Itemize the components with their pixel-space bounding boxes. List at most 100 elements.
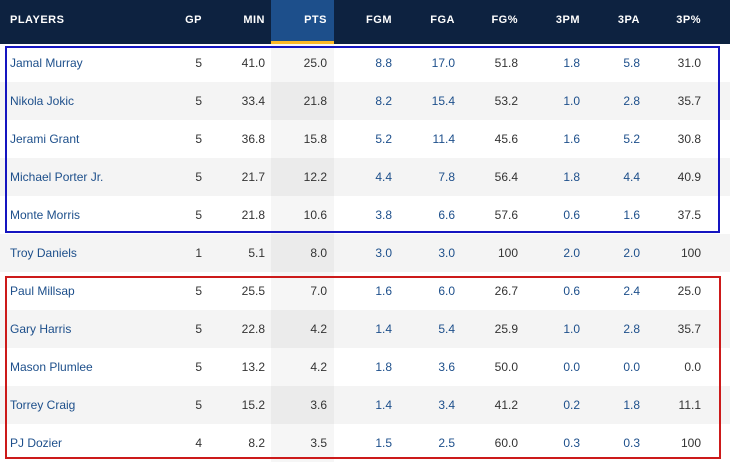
bench-highlight-box <box>5 276 721 459</box>
cell-fga: 2.5 <box>438 436 455 450</box>
cell-3p-pct: 100 <box>680 436 701 450</box>
cell-fgm: 3.0 <box>375 246 392 260</box>
cell-3pm: 0.0 <box>563 360 580 374</box>
cell-fg-pct: 41.2 <box>494 398 518 412</box>
sorted-column-highlight <box>271 0 334 41</box>
cell-fga: 3.0 <box>438 246 455 260</box>
cell-fgm: 1.6 <box>375 284 392 298</box>
cell-fga: 17.0 <box>431 56 455 70</box>
player-name-link[interactable]: Torrey Craig <box>10 398 76 412</box>
cell-fg-pct: 53.2 <box>494 94 518 108</box>
cell-pts: 8.0 <box>310 246 327 260</box>
column-header-3pm[interactable]: 3PM <box>555 14 580 26</box>
cell-gp: 5 <box>195 360 202 374</box>
column-header-fgm[interactable]: FGM <box>366 14 392 26</box>
cell-fgm: 5.2 <box>375 132 392 146</box>
cell-3pa: 5.2 <box>623 132 640 146</box>
player-name-link[interactable]: Troy Daniels <box>10 246 77 260</box>
cell-fgm: 8.2 <box>375 94 392 108</box>
cell-3p-pct: 35.7 <box>677 322 701 336</box>
table-row: Mason Plumlee 5 13.2 4.2 1.8 3.6 50.0 0.0 0.0 0.0 <box>0 348 730 386</box>
cell-fg-pct: 50.0 <box>494 360 518 374</box>
cell-3pm: 0.6 <box>563 208 580 222</box>
player-name-link[interactable]: Jamal Murray <box>10 56 83 70</box>
cell-pts: 25.0 <box>303 56 327 70</box>
cell-fgm: 1.4 <box>375 322 392 336</box>
table-row: Torrey Craig 5 15.2 3.6 1.4 3.4 41.2 0.2 1.8 11.1 <box>0 386 730 424</box>
cell-gp: 5 <box>195 170 202 184</box>
cell-pts: 15.8 <box>303 132 327 146</box>
cell-gp: 1 <box>195 246 202 260</box>
table-row: Jerami Grant 5 36.8 15.8 5.2 11.4 45.6 1.6 5.2 30… <box>0 120 730 158</box>
cell-fgm: 1.5 <box>375 436 392 450</box>
cell-3pa: 0.3 <box>623 436 640 450</box>
cell-pts: 3.6 <box>310 398 327 412</box>
cell-pts: 21.8 <box>303 94 327 108</box>
cell-min: 8.2 <box>248 436 265 450</box>
cell-3p-pct: 100 <box>680 246 701 260</box>
cell-min: 13.2 <box>241 360 265 374</box>
cell-fg-pct: 45.6 <box>494 132 518 146</box>
column-header-fga[interactable]: FGA <box>430 14 455 26</box>
column-header-pts[interactable]: PTS <box>304 14 327 26</box>
cell-pts: 7.0 <box>310 284 327 298</box>
cell-3p-pct: 11.1 <box>678 398 701 412</box>
player-name-link[interactable]: Nikola Jokic <box>10 94 75 108</box>
cell-gp: 5 <box>195 398 202 412</box>
cell-3p-pct: 40.9 <box>677 170 701 184</box>
starters-highlight-box <box>5 46 720 233</box>
cell-3pm: 0.2 <box>563 398 580 412</box>
table-row: Nikola Jokic 5 33.4 21.8 8.2 15.4 53.2 1.0 2.8 35… <box>0 82 730 120</box>
column-header-min[interactable]: MIN <box>243 14 265 26</box>
player-name-link[interactable]: PJ Dozier <box>10 436 63 450</box>
column-header-fg-pct[interactable]: FG% <box>491 14 518 26</box>
cell-3p-pct: 0.0 <box>684 360 701 374</box>
cell-3pm: 1.0 <box>563 94 580 108</box>
cell-fga: 5.4 <box>438 322 455 336</box>
cell-gp: 4 <box>195 436 202 450</box>
table-row: Michael Porter Jr. 5 21.7 12.2 4.4 7.8 56.4 1.8… <box>0 158 730 196</box>
player-name-link[interactable]: Paul Millsap <box>10 284 75 298</box>
player-name-link[interactable]: Monte Morris <box>10 208 81 222</box>
cell-3pa: 5.8 <box>623 56 640 70</box>
cell-3pa: 4.4 <box>623 170 640 184</box>
cell-fg-pct: 57.6 <box>494 208 518 222</box>
cell-fg-pct: 100 <box>497 246 518 260</box>
cell-3pa: 1.8 <box>623 398 640 412</box>
cell-fga: 3.4 <box>438 398 455 412</box>
column-header-players[interactable]: PLAYERS <box>10 14 65 26</box>
cell-pts: 3.5 <box>310 436 327 450</box>
cell-gp: 5 <box>195 132 202 146</box>
cell-fgm: 1.8 <box>375 360 392 374</box>
cell-min: 5.1 <box>248 246 265 260</box>
player-name-link[interactable]: Jerami Grant <box>10 132 80 146</box>
column-header-3pa[interactable]: 3PA <box>617 14 640 26</box>
cell-fga: 6.6 <box>438 208 455 222</box>
cell-gp: 5 <box>195 322 202 336</box>
cell-3p-pct: 30.8 <box>677 132 701 146</box>
cell-3pm: 0.6 <box>563 284 580 298</box>
table-row: Monte Morris 5 21.8 10.6 3.8 6.6 57.6 0.6 1.6 37.… <box>0 196 730 234</box>
cell-fgm: 3.8 <box>375 208 392 222</box>
cell-fg-pct: 26.7 <box>494 284 518 298</box>
player-name-link[interactable]: Gary Harris <box>10 322 72 336</box>
player-name-link[interactable]: Mason Plumlee <box>10 360 93 374</box>
cell-min: 36.8 <box>241 132 265 146</box>
cell-3pm: 1.8 <box>563 56 580 70</box>
column-header-gp[interactable]: GP <box>185 14 202 26</box>
cell-3pa: 2.8 <box>623 322 640 336</box>
cell-min: 33.4 <box>241 94 265 108</box>
cell-gp: 5 <box>195 284 202 298</box>
cell-3pa: 2.4 <box>623 284 640 298</box>
cell-3p-pct: 35.7 <box>677 94 701 108</box>
column-header-3p-pct[interactable]: 3P% <box>676 14 701 26</box>
cell-min: 21.8 <box>241 208 265 222</box>
cell-min: 25.5 <box>241 284 265 298</box>
player-name-link[interactable]: Michael Porter Jr. <box>10 170 104 184</box>
cell-fga: 7.8 <box>438 170 455 184</box>
cell-fga: 3.6 <box>438 360 455 374</box>
cell-3pa: 0.0 <box>623 360 640 374</box>
cell-pts: 10.6 <box>303 208 327 222</box>
cell-pts: 4.2 <box>310 360 327 374</box>
table-row: PJ Dozier 4 8.2 3.5 1.5 2.5 60.0 0.3 0.3 100 <box>0 424 730 462</box>
